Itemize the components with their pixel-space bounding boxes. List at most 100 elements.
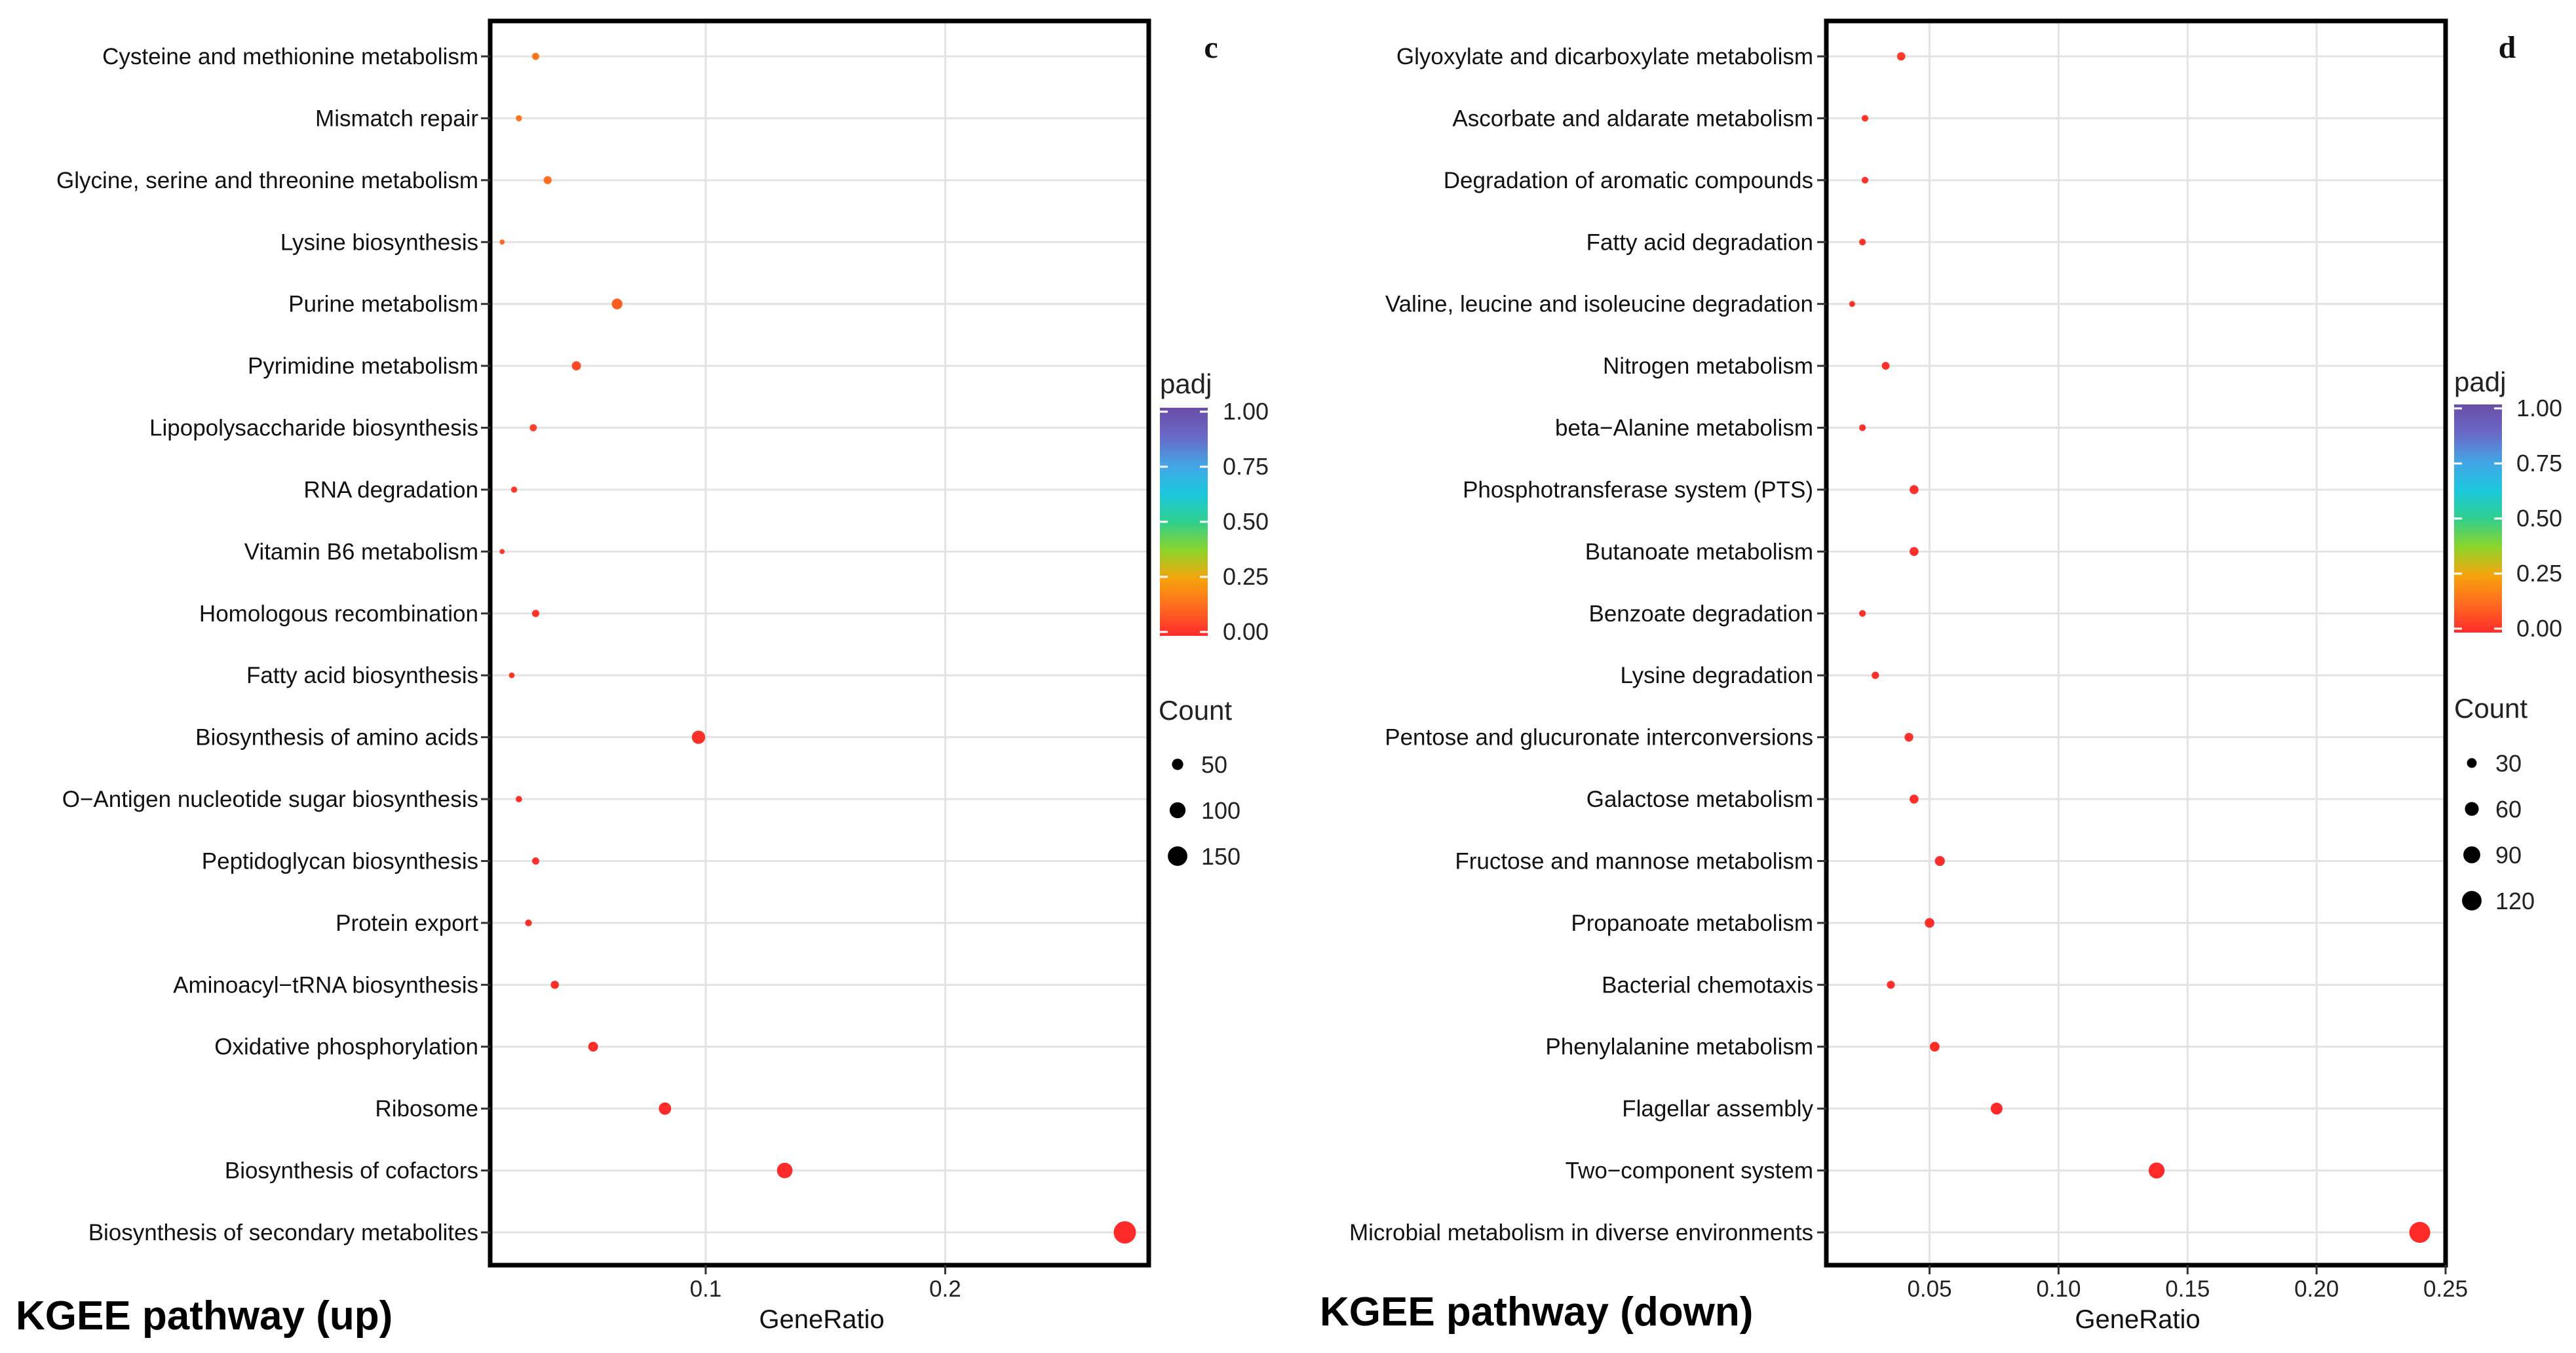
data-point <box>2148 1162 2165 1179</box>
category-label: Bacterial chemotaxis <box>1602 972 1813 998</box>
size-legend-label: 100 <box>1201 797 1240 824</box>
data-point <box>691 730 706 744</box>
category-label: Two−component system <box>1566 1158 1813 1184</box>
size-legend-label: 50 <box>1201 751 1227 778</box>
category-label: Mismatch repair <box>315 106 478 131</box>
count-legend-title-up: Count <box>1159 695 1232 726</box>
x-tick-label: 0.10 <box>2036 1276 2081 1302</box>
size-legend-dot <box>2463 846 2480 863</box>
data-point <box>1859 239 1866 246</box>
colorbar-tick-label: 0.75 <box>2516 450 2562 477</box>
size-legend-dot <box>1169 802 1186 819</box>
data-point <box>531 52 539 60</box>
data-point <box>1881 362 1890 370</box>
points-down <box>1849 52 2431 1243</box>
plot-frame-down <box>1824 18 2448 1268</box>
grid-up <box>490 21 1149 1265</box>
data-point <box>550 981 559 989</box>
category-label: Protein export <box>336 911 478 936</box>
category-label: Cysteine and methionine metabolism <box>102 44 478 69</box>
data-point <box>1910 485 1919 494</box>
padj-colorbar-ticks-down: 1.00 0.75 0.50 0.25 0.00 <box>2454 395 2562 642</box>
category-label: Fatty acid degradation <box>1586 229 1813 255</box>
x-axis-title-up: GeneRatio <box>759 1305 884 1334</box>
category-label: Galactose metabolism <box>1586 787 1813 812</box>
panel-label-down: d <box>2499 30 2516 65</box>
data-point <box>1859 424 1866 431</box>
x-axis-ticks-up: 0.1 0.2 <box>690 1265 961 1302</box>
padj-legend-title-down: padj <box>2454 366 2506 397</box>
size-legend-dot <box>2465 802 2479 816</box>
size-legend-dot <box>1168 846 1187 866</box>
colorbar-tick-label: 0.00 <box>2516 615 2562 642</box>
caption-up: KGEE pathway (up) <box>16 1293 393 1339</box>
data-point <box>499 549 505 555</box>
data-point <box>509 672 515 678</box>
category-label: RNA degradation <box>303 477 478 503</box>
points-up <box>499 52 1136 1244</box>
x-tick-label: 0.25 <box>2423 1276 2468 1302</box>
category-label: Lysine biosynthesis <box>280 229 478 255</box>
category-label: Microbial metabolism in diverse environm… <box>1349 1220 1813 1245</box>
colorbar-tick-label: 0.00 <box>1223 618 1269 645</box>
category-label: Phenylalanine metabolism <box>1545 1034 1813 1060</box>
size-legend-label: 30 <box>2495 750 2522 777</box>
data-point <box>531 857 539 865</box>
category-label: Glycine, serine and threonine metabolism <box>56 168 478 193</box>
colorbar-tick-label: 0.50 <box>2516 505 2562 532</box>
category-label: Biosynthesis of cofactors <box>225 1158 478 1184</box>
category-label: Fatty acid biosynthesis <box>246 663 478 688</box>
category-label: Lysine degradation <box>1621 663 1813 688</box>
category-label: Aminoacyl−tRNA biosynthesis <box>173 972 478 998</box>
colorbar-tick-label: 1.00 <box>2516 395 2562 422</box>
data-point <box>777 1162 793 1179</box>
data-point <box>1887 981 1895 989</box>
category-label: Purine metabolism <box>288 292 478 317</box>
size-legend-label: 60 <box>2495 796 2522 823</box>
padj-colorbar-ticks-up: 1.00 0.75 0.50 0.25 0.00 <box>1160 398 1269 645</box>
panel-down: Glyoxylate and dicarboxylate metabolism A… <box>1320 18 2562 1335</box>
data-point <box>2409 1222 2431 1243</box>
colorbar-tick-label: 0.25 <box>2516 560 2562 587</box>
x-axis-ticks-down: 0.05 0.10 0.15 0.20 0.25 <box>1907 1265 2468 1302</box>
colorbar-tick-label: 0.75 <box>1223 453 1269 480</box>
count-legend-entries-down: 30 60 90 120 <box>2462 750 2535 914</box>
data-point <box>1861 176 1869 184</box>
x-tick-label: 0.20 <box>2294 1276 2339 1302</box>
panel-up: Cysteine and methionine metabolism Mismat… <box>16 18 1269 1339</box>
legend-up: padj 1.00 0.75 0.50 0.25 0.00 Count 50 100 150 <box>1159 368 1269 870</box>
size-legend-label: 90 <box>2495 842 2522 869</box>
colorbar-tick-label: 1.00 <box>1223 398 1269 425</box>
data-point <box>1904 732 1913 742</box>
category-label: Phosphotransferase system (PTS) <box>1463 477 1813 503</box>
data-point <box>1990 1103 2003 1115</box>
data-point <box>529 424 537 431</box>
data-point <box>531 610 540 618</box>
x-tick-label: 0.05 <box>1907 1276 1951 1302</box>
data-point <box>1113 1221 1136 1244</box>
count-legend-title-down: Count <box>2454 693 2528 724</box>
data-point <box>516 115 522 122</box>
data-point <box>588 1042 598 1052</box>
count-legend-entries-up: 50 100 150 <box>1168 751 1240 870</box>
x-tick-label: 0.15 <box>2165 1276 2210 1302</box>
data-point <box>1896 52 1906 61</box>
size-legend-dot <box>2467 758 2477 768</box>
data-point <box>571 361 581 371</box>
data-point <box>1934 855 1945 867</box>
plot-frame-up <box>488 18 1151 1268</box>
category-label: Oxidative phosphorylation <box>214 1034 478 1060</box>
colorbar-tick-label: 0.50 <box>1223 508 1269 535</box>
data-point <box>1849 301 1855 307</box>
data-point <box>499 239 505 245</box>
data-point <box>543 176 552 184</box>
data-point <box>1859 610 1866 617</box>
category-labels-up: Cysteine and methionine metabolism Mismat… <box>56 44 490 1245</box>
category-label: Propanoate metabolism <box>1571 911 1813 936</box>
padj-colorbar-up <box>1160 408 1208 636</box>
padj-colorbar-down <box>2454 404 2502 633</box>
category-label: Homologous recombination <box>199 601 478 627</box>
category-label: Fructose and mannose metabolism <box>1455 848 1813 874</box>
category-label: Butanoate metabolism <box>1585 539 1813 564</box>
